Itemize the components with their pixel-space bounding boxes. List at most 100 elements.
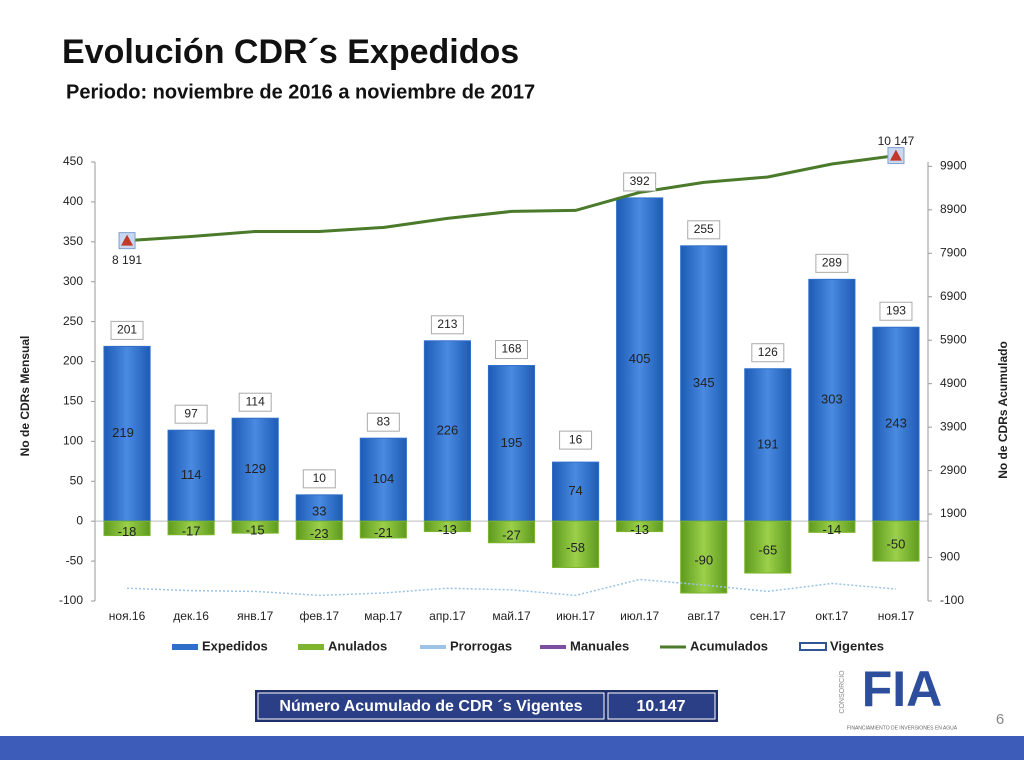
y-tick-label: 250 [63,314,83,328]
y2-tick-label: 3900 [940,419,967,433]
y-tick-label: -50 [66,553,84,567]
y2-tick-label: 4900 [940,376,967,390]
bar [487,365,536,522]
x-tick-label: ноя.17 [878,609,915,623]
bar-label: -14 [822,522,841,537]
y2-tick-label: 1900 [940,506,967,520]
y-tick-label: 200 [63,354,83,368]
total-label: 213 [437,317,457,331]
bar [167,429,215,522]
logo: FIA [862,661,943,717]
total-label: 83 [377,414,391,428]
bar [680,520,728,594]
bar [103,520,151,537]
legend-swatch [799,642,827,651]
bar-label: -15 [246,523,265,538]
y-tick-label: 150 [63,394,83,408]
total-label: 201 [117,323,137,337]
total-label: 97 [184,406,198,420]
bar-label: 114 [181,467,202,482]
bar-label: -17 [182,523,201,538]
y2-tick-label: -100 [940,593,964,607]
bar [167,520,215,536]
total-box [238,392,272,412]
point-triangle [889,149,902,161]
total-box [623,172,657,192]
bar-label: -50 [887,537,906,552]
total-box [687,220,721,240]
y-tick-label: 350 [63,234,83,248]
x-tick-label: янв.17 [237,609,274,623]
x-tick-label: июн.17 [556,609,595,623]
bar [552,461,600,522]
x-tick-label: дек.16 [173,609,209,623]
footer-band [0,736,1024,760]
x-tick-label: сен.17 [750,609,786,623]
y-axis-label: No de CDRs Mensual [18,336,32,457]
summary-label-box [257,692,605,720]
bar [680,245,728,522]
point-label: 8 191 [112,253,142,267]
y2-tick-label: 7900 [940,245,967,259]
bar-label: 243 [885,416,907,431]
bar [616,197,664,522]
total-box [174,404,208,424]
legend-label: Manuales [570,638,629,653]
bar [359,437,407,522]
y2-tick-label: 8900 [940,202,967,216]
total-box [110,320,144,340]
bar [744,520,792,574]
legend-swatch [172,644,198,650]
bar [808,520,856,533]
logo-caption: FINANCIAMIENTO DE INVERSIONES EN AGUA [847,725,958,731]
legend-label: Anulados [328,638,387,653]
bar-label: -23 [310,526,329,541]
bar-label: 33 [312,503,326,518]
x-tick-label: фев.17 [299,609,339,623]
summary-label: Número Acumulado de CDR ´s Vigentes [279,698,582,715]
total-box [879,301,913,321]
total-label: 126 [758,345,778,359]
legend-label: Acumulados [690,638,768,653]
bar-label: 405 [629,351,651,366]
x-tick-label: июл.17 [620,609,659,623]
point-label: 10 147 [878,134,915,148]
summary-value: 10.147 [637,698,686,715]
total-label: 10 [313,471,327,485]
bar-label: -27 [502,527,521,542]
y-tick-label: 0 [76,513,83,527]
total-box [302,469,336,489]
bar-label: 104 [372,471,394,486]
bar [872,326,920,522]
bar-label: -65 [758,543,777,558]
bar [872,520,920,562]
total-label: 168 [501,342,521,356]
x-tick-label: окт.17 [815,609,848,623]
bar-label: 303 [821,392,843,407]
bar-label: -21 [374,525,393,540]
total-label: 392 [630,174,650,188]
bar [487,520,536,544]
legend-swatch [298,644,324,650]
total-label: 193 [886,303,906,317]
total-box [366,412,400,432]
bar [295,520,343,541]
legend-label: Prorrogas [450,638,512,653]
bar [103,345,151,522]
y-tick-label: 50 [70,473,84,487]
point-triangle [121,234,134,246]
y2-tick-label: 6900 [940,289,967,303]
legend-label: Vigentes [830,638,884,653]
total-box [495,340,528,360]
bar-label: -18 [118,524,137,539]
title: Evolución CDR´s Expedidos [62,33,519,71]
bar [423,340,471,522]
bar-label: 74 [568,483,582,498]
bar [423,520,471,533]
y-tick-label: 100 [63,434,83,448]
bar-label: 191 [757,436,779,451]
y2-tick-label: 9900 [940,159,967,173]
bar-label: -13 [438,522,457,537]
bar [295,494,343,522]
total-label: 16 [569,432,583,446]
